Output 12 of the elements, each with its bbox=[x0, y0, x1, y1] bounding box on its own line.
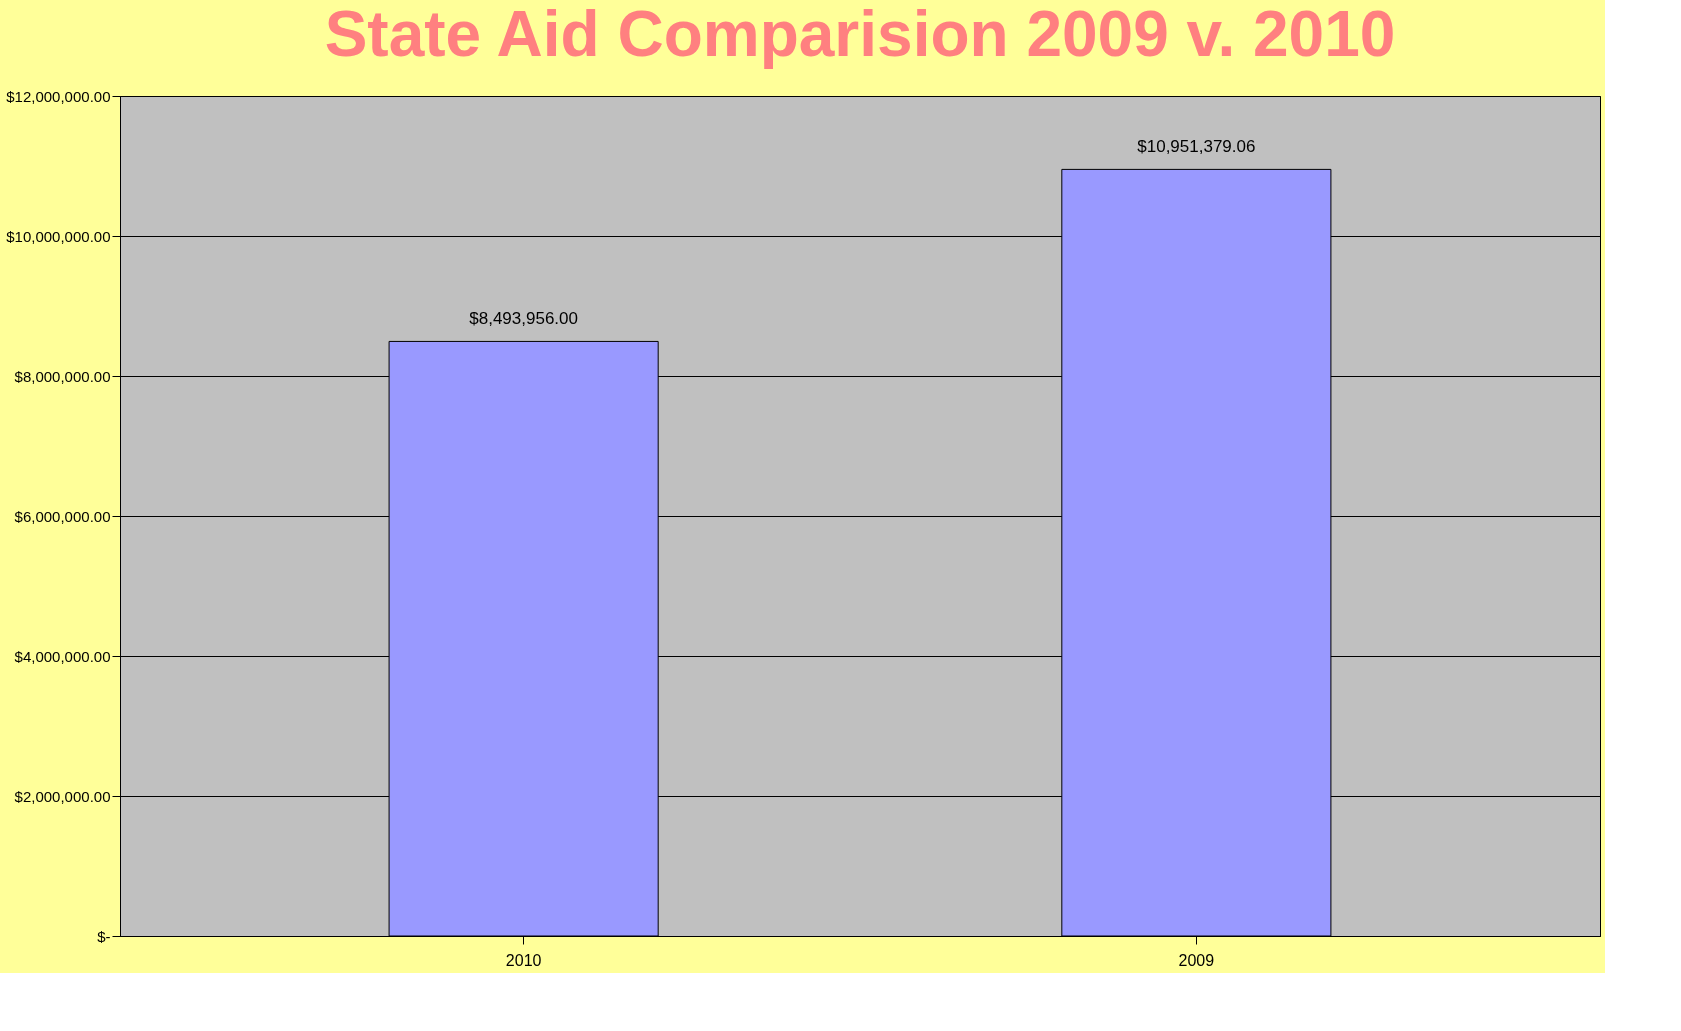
y-tick-label: $- bbox=[97, 927, 111, 945]
y-tick-label: $2,000,000.00 bbox=[14, 787, 111, 805]
y-tick-label: $12,000,000.00 bbox=[6, 87, 111, 105]
text: $10,951,379.06 bbox=[1137, 137, 1256, 157]
y-tick-label: $8,000,000.00 bbox=[14, 367, 111, 385]
y-tick-label: $10,000,000.00 bbox=[6, 227, 111, 245]
text: $8,493,956.00 bbox=[469, 309, 578, 329]
x-tick-label: 2009 bbox=[1178, 951, 1215, 969]
x-tick-label: 2010 bbox=[505, 951, 542, 969]
y-tick-label: $6,000,000.00 bbox=[14, 507, 111, 525]
y-tick-label: $4,000,000.00 bbox=[14, 647, 111, 665]
chart-title: State Aid Comparision 2009 v. 2010 bbox=[324, 0, 1396, 70]
